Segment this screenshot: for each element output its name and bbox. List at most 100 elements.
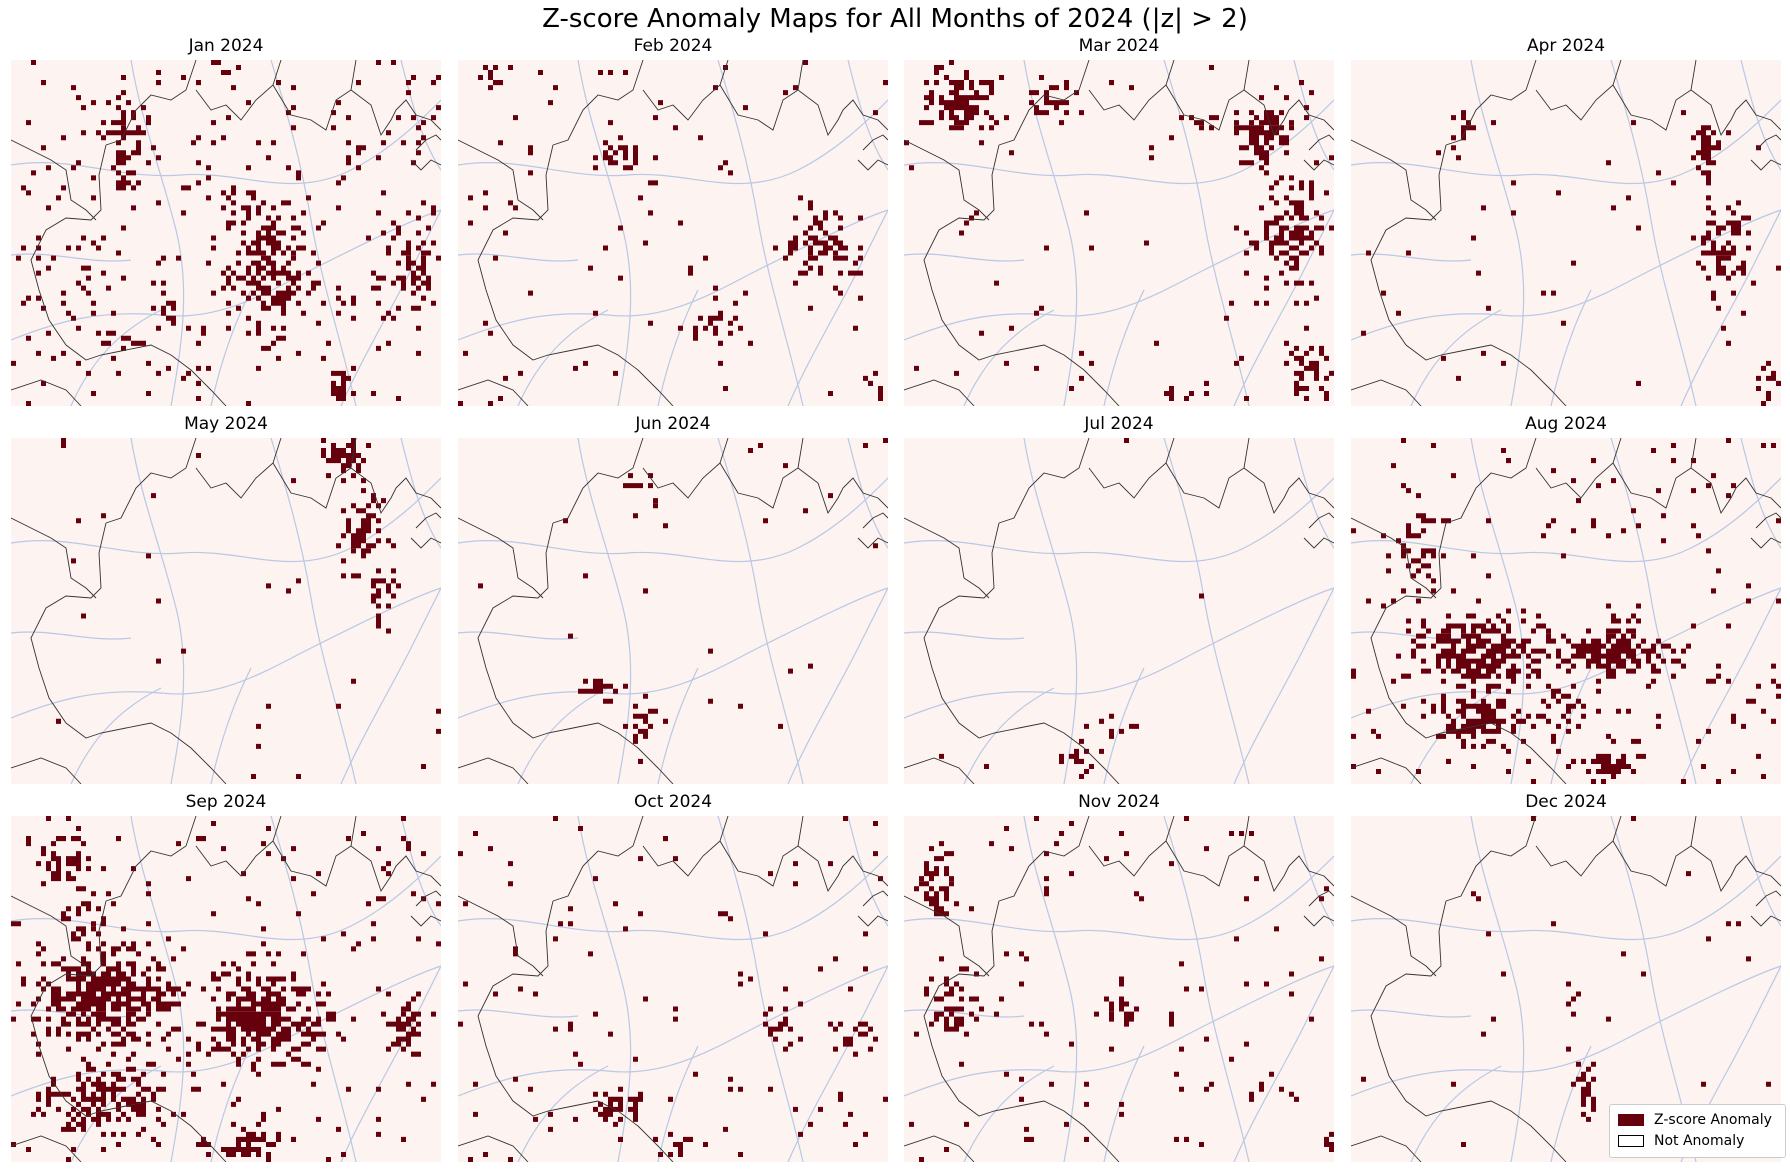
river-line (1470, 60, 1525, 406)
river-line (1470, 816, 1525, 1162)
map-panel: Feb 2024 (458, 36, 888, 406)
rivers-layer (904, 60, 1334, 406)
border-line (350, 467, 441, 515)
anomaly-swatch (1618, 1114, 1644, 1126)
river-line (1293, 438, 1334, 549)
river-line (270, 60, 357, 406)
river-line (717, 438, 804, 784)
panel-title: Apr 2024 (1526, 36, 1606, 56)
river-line (1233, 965, 1334, 1162)
borders-layer (11, 60, 441, 406)
river-line (1351, 99, 1781, 185)
rivers-layer (458, 60, 888, 406)
river-line (577, 60, 632, 406)
border-line (30, 522, 227, 784)
border-line (998, 816, 1090, 902)
river-line (1740, 816, 1781, 927)
border-line (1535, 60, 1622, 121)
borders-layer (1351, 60, 1781, 406)
border-line (415, 890, 441, 907)
river-line (340, 587, 441, 784)
river-line (130, 60, 185, 406)
map-canvas (11, 60, 441, 406)
anomaly-cell-shapes (11, 60, 441, 406)
border-line (719, 60, 804, 131)
border-line (642, 816, 729, 877)
river-line (458, 855, 888, 941)
river-line (847, 438, 888, 549)
border-line (1243, 89, 1334, 137)
border-line (552, 60, 644, 146)
map-panel: Nov 2024 (904, 792, 1334, 1162)
river-line (130, 438, 185, 784)
borders-layer (458, 816, 888, 1162)
river-line (787, 965, 888, 1162)
panel-title: Dec 2024 (1525, 792, 1607, 812)
map-canvas (458, 60, 888, 406)
anomaly-map (458, 438, 888, 784)
border-line (1243, 467, 1334, 515)
river-line (70, 1065, 162, 1162)
river-line (11, 477, 441, 563)
river-line (904, 1009, 1025, 1018)
map-canvas (1351, 438, 1781, 784)
river-line (11, 855, 441, 941)
map-panel: Jun 2024 (458, 414, 888, 784)
rivers-layer (904, 816, 1334, 1162)
anomaly-map (458, 60, 888, 406)
map-panel: May 2024 (11, 414, 441, 784)
border-line (11, 1135, 82, 1162)
border-line (105, 438, 197, 524)
anomaly-cell-shapes (909, 816, 1334, 1162)
anomaly-cells (1351, 438, 1781, 784)
anomaly-cell-shapes (458, 60, 888, 406)
border-line (1445, 816, 1537, 902)
anomaly-cells (11, 816, 441, 1162)
river-line (1680, 209, 1781, 406)
border-line (350, 89, 441, 137)
border-line (477, 522, 674, 784)
border-line (998, 60, 1090, 146)
river-line (210, 667, 252, 784)
border-line (1165, 60, 1250, 131)
river-line (1740, 60, 1781, 171)
river-line (1351, 1009, 1472, 1018)
border-line (797, 89, 888, 137)
panel-title: Aug 2024 (1525, 414, 1607, 434)
river-line (11, 99, 441, 185)
border-line (1755, 512, 1781, 529)
river-line (458, 253, 579, 262)
panel-title: Jun 2024 (635, 414, 711, 434)
river-line (657, 1045, 699, 1162)
river-line (400, 816, 441, 927)
borders-layer (1351, 438, 1781, 784)
map-panel: Mar 2024 (904, 36, 1334, 406)
border-line (30, 144, 227, 406)
anomaly-map (1351, 60, 1781, 406)
border-line (11, 379, 82, 406)
border-line (11, 517, 97, 599)
river-line (904, 855, 1334, 941)
border-line (1308, 890, 1334, 907)
river-line (130, 816, 185, 1162)
river-line (577, 438, 632, 784)
figure-title: Z-score Anomaly Maps for All Months of 2… (542, 4, 1248, 34)
panel-title: Jan 2024 (188, 36, 264, 56)
river-line (400, 60, 441, 171)
river-line (1410, 309, 1502, 406)
river-line (11, 253, 132, 262)
river-line (458, 587, 888, 719)
border-line (1370, 900, 1567, 1162)
river-line (1103, 289, 1145, 406)
border-line (195, 438, 282, 499)
border-line (272, 816, 357, 887)
anomaly-cells (1361, 110, 1781, 406)
borders-layer (904, 438, 1334, 784)
border-line (410, 159, 441, 171)
map-canvas (458, 816, 888, 1162)
border-line (1445, 60, 1537, 146)
border-line (477, 900, 674, 1162)
border-line (195, 816, 282, 877)
river-line (904, 631, 1025, 640)
border-line (477, 144, 674, 406)
